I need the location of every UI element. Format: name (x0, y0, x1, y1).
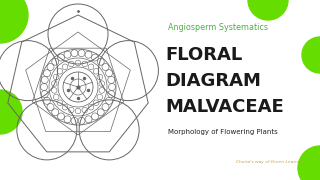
Text: MALVACEAE: MALVACEAE (165, 98, 284, 116)
Circle shape (248, 0, 288, 20)
Text: Cheira's way of Green Learning: Cheira's way of Green Learning (236, 160, 305, 164)
Circle shape (0, 90, 22, 134)
Circle shape (302, 37, 320, 73)
Text: DIAGRAM: DIAGRAM (165, 72, 261, 90)
Circle shape (298, 146, 320, 180)
Text: Angiosperm Systematics: Angiosperm Systematics (168, 24, 268, 33)
Text: Morphology of Flowering Plants: Morphology of Flowering Plants (168, 129, 278, 135)
Circle shape (0, 0, 28, 43)
Text: FLORAL: FLORAL (165, 46, 242, 64)
